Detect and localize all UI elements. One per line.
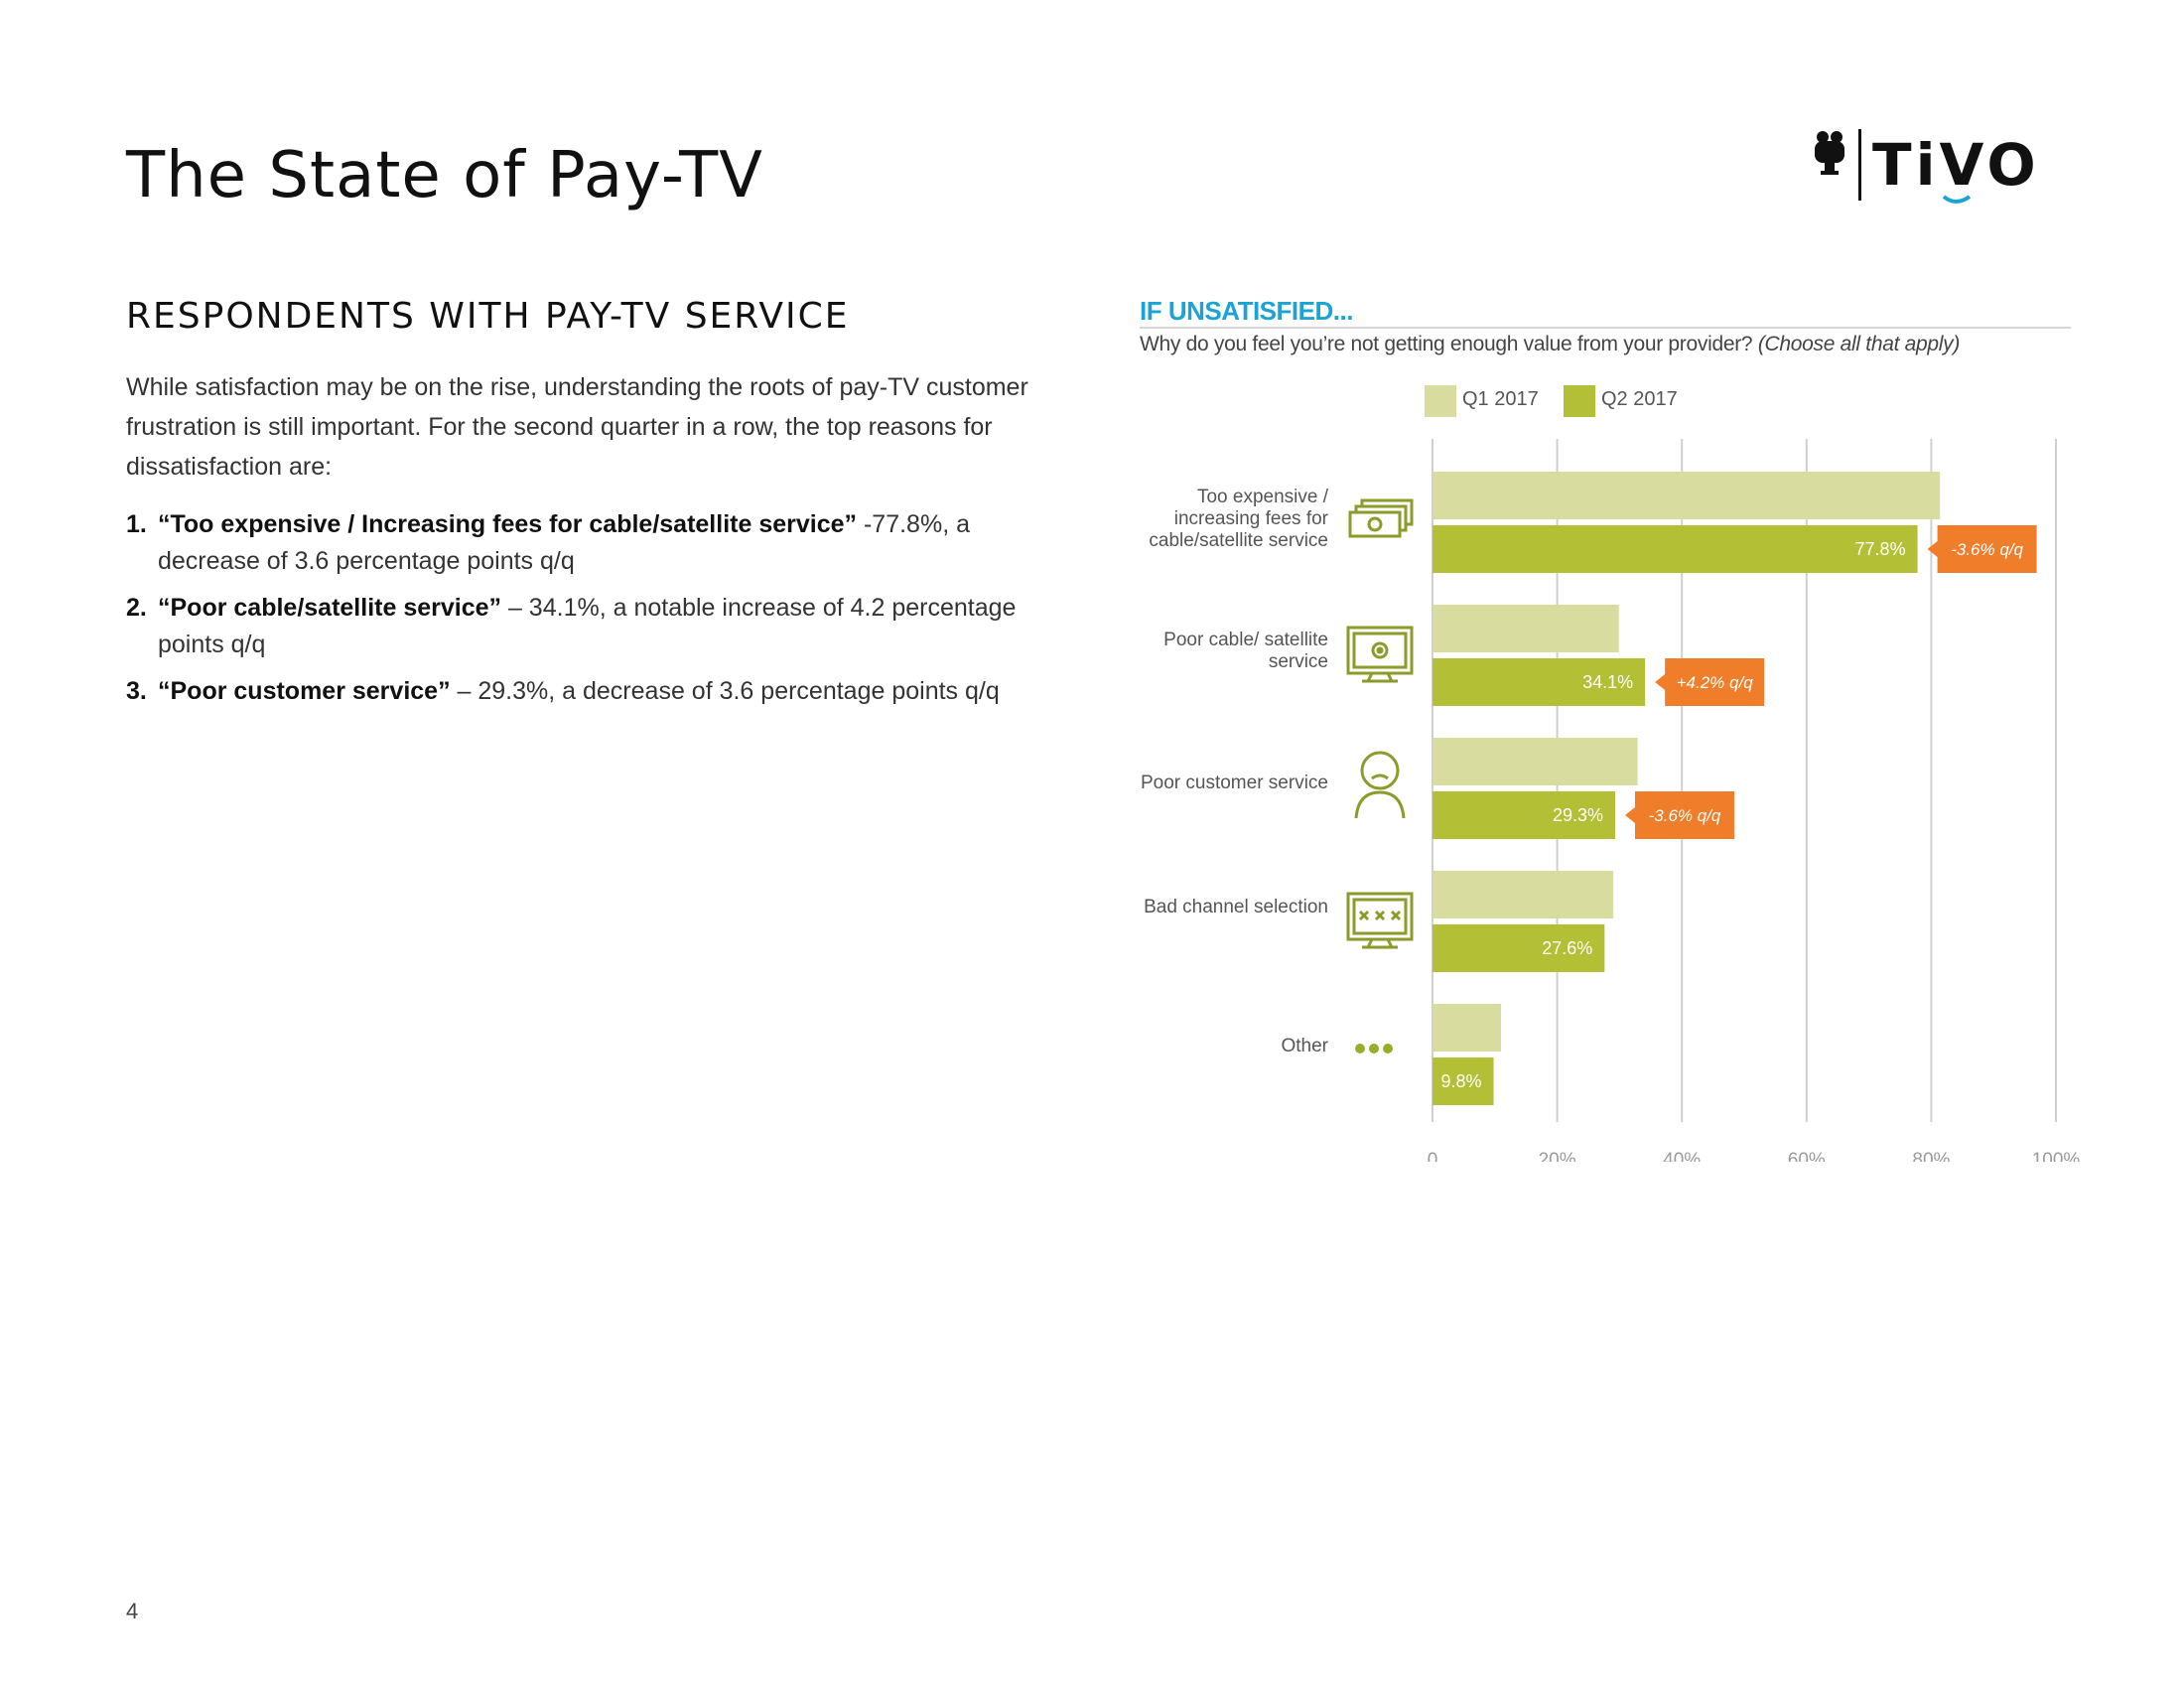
bar-q2	[1433, 525, 1918, 573]
reason-quote: “Too expensive / Increasing fees for cab…	[158, 510, 858, 538]
reason-item: 2. “Poor cable/satellite service” – 34.1%…	[126, 590, 1059, 663]
reason-number: 1.	[126, 510, 147, 538]
legend-swatch-q1	[1425, 385, 1456, 417]
category-icons	[1346, 498, 1414, 1054]
reason-detail: – 34.1%, a notable increase of 4.2 perce…	[158, 594, 1017, 658]
change-label: -3.6% q/q	[1649, 806, 1721, 825]
x-tick-label: 20%	[1539, 1150, 1576, 1162]
unhappy-person-icon	[1354, 751, 1406, 819]
tv-gear-icon	[1346, 626, 1414, 683]
data-label: 29.3%	[1553, 805, 1603, 825]
category-label-other: Other	[1281, 1036, 1328, 1056]
reason-quote: “Poor customer service”	[158, 677, 451, 705]
x-tick-labels: 0 20% 40% 60% 80% 100%	[1428, 1150, 2081, 1162]
tivo-logo: TiVO	[1815, 129, 2040, 204]
reasons-list: 1. “Too expensive / Increasing fees for c…	[126, 506, 1059, 720]
reason-item: 1. “Too expensive / Increasing fees for c…	[126, 506, 1059, 580]
chart-question: Why do you feel you’re not getting enoug…	[1140, 333, 1753, 355]
logo-smile	[1942, 195, 1972, 204]
page-number: 4	[126, 1599, 139, 1623]
category-label-poor-service: Poor cable/ satellite service	[1163, 630, 1328, 672]
chart-title: IF UNSATISFIED...	[1140, 296, 1353, 326]
bar-q2	[1433, 658, 1646, 706]
logo-wordmark: TiVO	[1872, 131, 2040, 199]
chart-subtitle: Why do you feel you’re not getting enoug…	[1140, 333, 1960, 356]
category-label-bad-channel: Bad channel selection	[1144, 897, 1328, 917]
data-label: 77.8%	[1855, 539, 1906, 559]
change-callout	[1655, 658, 1765, 706]
bar-q1	[1433, 871, 1614, 918]
logo-divider	[1858, 129, 1861, 201]
tivo-mascot-icon	[1815, 131, 1844, 175]
change-callout	[1927, 525, 2037, 573]
legend-label-q2: Q2 2017	[1601, 388, 1678, 410]
intro-paragraph: While satisfaction may be on the rise, u…	[126, 373, 1028, 481]
legend-swatch-q2	[1564, 385, 1595, 417]
bar-q2	[1433, 924, 1605, 972]
page-title: The State of Pay-TV	[126, 139, 763, 212]
bar-q2	[1433, 1057, 1494, 1105]
bars: 77.8% -3.6% q/q 34.1% +4.2% q/q 29.3% -3.6% q…	[1433, 472, 2037, 1105]
category-label-too-expensive: Too expensive / increasing fees for cabl…	[1149, 487, 1328, 551]
legend-label-q1: Q1 2017	[1462, 388, 1539, 410]
section-heading: RESPONDENTS WITH PAY-TV SERVICE	[126, 296, 850, 337]
data-label: 9.8%	[1441, 1071, 1482, 1091]
category-label-poor-customer-service: Poor customer service	[1140, 773, 1328, 793]
bar-chart: 77.8% -3.6% q/q 34.1% +4.2% q/q 29.3% -3.6% q…	[1346, 439, 2081, 1162]
x-tick-label: 0	[1428, 1150, 1438, 1162]
money-stack-icon	[1348, 498, 1414, 538]
bar-q1	[1433, 472, 1941, 519]
x-tick-label: 40%	[1663, 1150, 1701, 1162]
data-label: 27.6%	[1542, 938, 1592, 958]
chart-title-rule	[1140, 327, 2071, 329]
reason-quote: “Poor cable/satellite service”	[158, 594, 502, 622]
change-callout	[1625, 791, 1735, 839]
x-tick-label: 100%	[2032, 1150, 2081, 1162]
bar-q1	[1433, 605, 1619, 652]
reason-detail: -77.8%, a decrease of 3.6 percentage poi…	[158, 510, 970, 575]
change-label: -3.6% q/q	[1951, 540, 2023, 559]
data-label: 34.1%	[1582, 672, 1633, 692]
tv-channels-icon	[1346, 892, 1414, 949]
reason-item: 3. “Poor customer service” – 29.3%, a dec…	[126, 673, 1059, 710]
reason-number: 2.	[126, 594, 147, 622]
ellipsis-icon	[1355, 1044, 1393, 1054]
bar-q1	[1433, 1004, 1502, 1052]
change-label: +4.2% q/q	[1677, 673, 1754, 692]
x-tick-label: 80%	[1912, 1150, 1950, 1162]
reason-number: 3.	[126, 677, 147, 705]
chart-question-note: (Choose all that apply)	[1757, 333, 1961, 355]
bar-q2	[1433, 791, 1616, 839]
x-tick-label: 60%	[1788, 1150, 1826, 1162]
reason-detail: – 29.3%, a decrease of 3.6 percentage po…	[450, 677, 1000, 705]
bar-q1	[1433, 738, 1638, 785]
